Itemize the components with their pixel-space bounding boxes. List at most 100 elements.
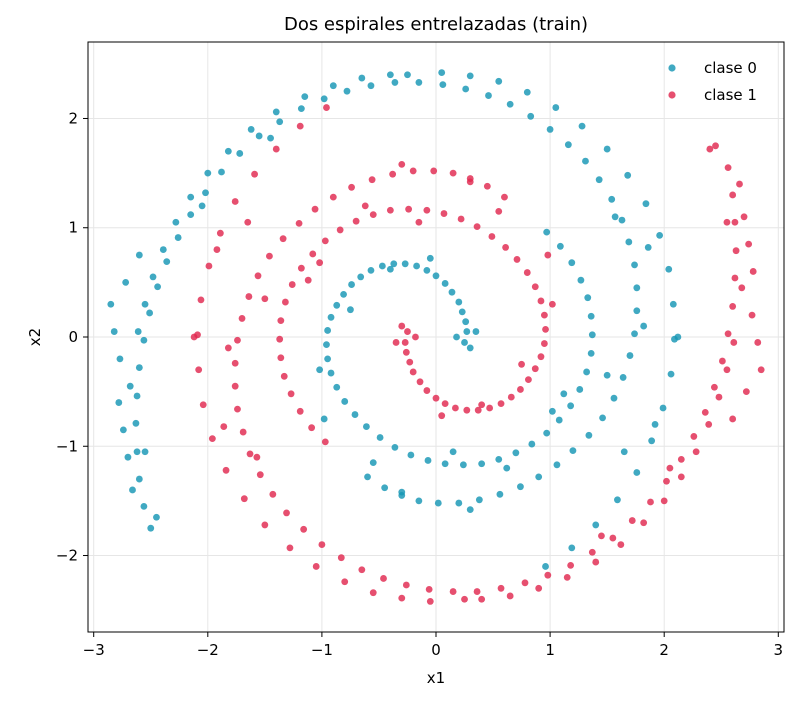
x-axis-label: x1 xyxy=(427,669,445,687)
data-point xyxy=(340,290,347,298)
data-point xyxy=(749,268,757,275)
data-point xyxy=(261,295,269,303)
data-point xyxy=(407,451,415,459)
data-point xyxy=(588,331,596,339)
data-point xyxy=(126,382,134,390)
data-point xyxy=(301,93,309,101)
data-point xyxy=(391,443,399,451)
chart-title: Dos espirales entrelazadas (train) xyxy=(284,14,588,35)
data-point xyxy=(426,254,434,262)
data-point xyxy=(213,246,221,253)
data-point xyxy=(537,297,545,305)
data-point xyxy=(478,460,486,468)
data-point xyxy=(452,404,459,412)
data-point xyxy=(415,218,423,226)
data-point xyxy=(163,258,171,266)
data-point xyxy=(281,298,289,306)
data-point xyxy=(244,218,252,226)
data-point xyxy=(199,401,207,409)
data-point xyxy=(458,308,466,316)
data-point xyxy=(279,235,287,243)
data-point xyxy=(348,281,355,288)
data-point xyxy=(517,483,524,491)
data-point xyxy=(448,288,456,296)
data-point xyxy=(280,372,288,380)
data-point xyxy=(611,213,619,221)
data-point xyxy=(457,215,465,223)
data-point xyxy=(495,455,503,463)
data-point xyxy=(463,406,471,414)
data-point xyxy=(220,423,228,430)
data-point xyxy=(592,521,600,529)
x-tick-label: 0 xyxy=(431,641,441,659)
data-point xyxy=(462,318,470,326)
data-point xyxy=(308,424,316,432)
data-point xyxy=(603,371,611,379)
data-point xyxy=(277,317,285,325)
data-point xyxy=(731,218,739,226)
data-point xyxy=(297,264,305,272)
data-point xyxy=(432,272,440,280)
data-point xyxy=(218,168,225,176)
data-point xyxy=(548,300,556,308)
data-point xyxy=(666,464,674,472)
data-point xyxy=(133,392,141,400)
data-point xyxy=(288,281,296,288)
data-point xyxy=(587,312,595,320)
data-point xyxy=(256,471,264,479)
data-point xyxy=(610,394,618,402)
data-point xyxy=(386,265,394,273)
grid-lines xyxy=(88,42,784,632)
data-point xyxy=(626,352,634,359)
data-point xyxy=(472,328,480,335)
data-point xyxy=(406,358,414,366)
data-point xyxy=(195,366,203,374)
data-point xyxy=(531,365,539,373)
data-point xyxy=(208,435,216,443)
data-point xyxy=(404,71,411,79)
data-point xyxy=(449,588,457,595)
data-point xyxy=(455,499,463,507)
data-point xyxy=(398,160,406,168)
data-point xyxy=(711,383,718,391)
data-point xyxy=(742,388,750,396)
data-point xyxy=(732,247,740,255)
data-point xyxy=(578,122,586,130)
series-clase-1 xyxy=(190,104,765,605)
data-point xyxy=(542,325,549,333)
data-point xyxy=(272,145,280,153)
series-clase-0 xyxy=(107,69,682,570)
data-point xyxy=(320,415,328,423)
data-point xyxy=(364,473,371,481)
data-point xyxy=(343,87,351,95)
data-point xyxy=(609,534,617,542)
data-point xyxy=(380,575,387,582)
data-point xyxy=(439,81,447,89)
data-point xyxy=(381,484,389,492)
data-point xyxy=(449,448,457,456)
data-point xyxy=(224,147,232,155)
data-point xyxy=(376,434,384,441)
data-point xyxy=(352,217,360,225)
data-point xyxy=(134,328,142,335)
data-point xyxy=(497,584,505,592)
data-point xyxy=(187,211,195,219)
data-point xyxy=(560,390,568,398)
data-point xyxy=(358,566,366,574)
data-point xyxy=(754,339,762,346)
data-point xyxy=(592,558,600,566)
data-point xyxy=(402,581,410,589)
data-point xyxy=(224,344,232,352)
data-point xyxy=(715,393,723,401)
data-point xyxy=(729,303,737,310)
data-point xyxy=(297,105,305,113)
data-point xyxy=(555,416,563,424)
data-point xyxy=(363,423,370,430)
data-point xyxy=(617,541,625,548)
data-point xyxy=(147,524,155,532)
data-point xyxy=(461,595,468,603)
data-point xyxy=(535,584,543,592)
data-point xyxy=(466,178,474,186)
data-point xyxy=(712,142,719,150)
data-point xyxy=(718,357,726,365)
